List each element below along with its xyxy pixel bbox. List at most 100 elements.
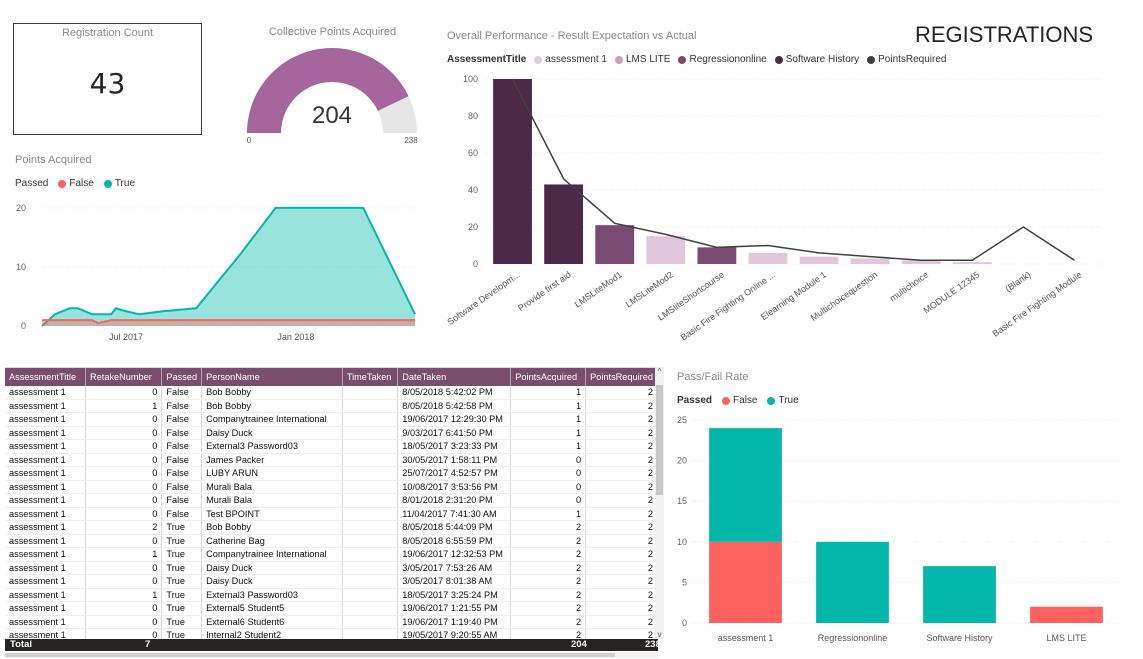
table-row[interactable]: assessment 1 0 False James Packer 30/05/2017… xyxy=(5,453,658,467)
table-cell xyxy=(342,588,399,602)
area-true xyxy=(42,207,415,326)
table-cell: 1 xyxy=(510,386,587,400)
legend-item[interactable]: Software History xyxy=(774,54,860,65)
table-row[interactable]: assessment 1 1 True Companytrainee Internat… xyxy=(5,547,658,562)
table-row[interactable]: assessment 1 0 False Daisy Duck 9/03/2017 6:… xyxy=(5,426,658,440)
table-cell: False xyxy=(161,399,203,413)
legend-item[interactable]: assessment 1 xyxy=(534,54,607,65)
table-cell: True xyxy=(161,588,203,602)
table-cell: 0 xyxy=(510,453,587,467)
table-cell: assessment 1 xyxy=(5,534,87,548)
table-cell: 2 xyxy=(85,520,163,535)
table-row[interactable]: assessment 1 1 True External3 Password03 18/… xyxy=(5,588,658,602)
column-header[interactable]: TimeTaken xyxy=(342,368,399,386)
table-cell: 1 xyxy=(510,399,587,413)
legend-item[interactable]: PointsRequired xyxy=(867,54,946,65)
table-cell: assessment 1 xyxy=(5,574,87,589)
legend-swatch-icon xyxy=(867,55,876,64)
table-header-row: AssessmentTitle RetakeNumber Passed PersonN… xyxy=(5,368,658,386)
collective-points-gauge: 204 0 238 xyxy=(247,48,418,145)
table-cell: 0 xyxy=(85,615,163,629)
table-row[interactable]: assessment 1 0 False Test BPOINT 11/04/2017 … xyxy=(5,507,658,521)
table-row[interactable]: assessment 1 0 True Daisy Duck 3/05/2017 7:5… xyxy=(5,561,658,575)
table-cell xyxy=(342,507,399,521)
legend-item[interactable]: LMS LITE xyxy=(615,54,670,65)
table-row[interactable]: assessment 1 2 True Bob Bobby 8/05/2018 5:44… xyxy=(5,520,658,535)
line-false xyxy=(42,319,415,325)
bar xyxy=(952,262,992,264)
table-cell: Bob Bobby xyxy=(201,386,343,400)
table-cell: True xyxy=(161,520,203,535)
table-cell: assessment 1 xyxy=(5,493,87,508)
total-label: Total xyxy=(10,639,32,650)
table-row[interactable]: assessment 1 0 False Companytrainee Interna… xyxy=(5,412,658,427)
table-cell: assessment 1 xyxy=(5,588,87,602)
horizontal-scrollbar-thumb[interactable] xyxy=(5,653,615,657)
table-cell: 2 xyxy=(510,615,587,629)
x-tick-label: Basic Fire Fighting Online ... xyxy=(679,269,777,342)
x-tick-label: Basic Fire Fighting Module xyxy=(991,269,1084,338)
x-tick-label: LMSLiteMod1 xyxy=(573,269,624,309)
table-row[interactable]: assessment 1 0 False External3 Password03 18… xyxy=(5,439,658,454)
x-tick-label: Software History xyxy=(926,633,993,643)
points-required-line xyxy=(511,78,1075,262)
table-cell: False xyxy=(161,439,203,454)
table-cell: External5 Student5 xyxy=(201,601,343,616)
y-tick-label: 20 xyxy=(16,203,26,213)
table-row[interactable]: assessment 1 0 True Catherine Bag 8/05/2018 … xyxy=(5,534,658,548)
table-row[interactable]: assessment 1 1 False Bob Bobby 8/05/2018 5:4… xyxy=(5,399,658,413)
table-cell xyxy=(342,601,399,616)
scrollbar-thumb[interactable] xyxy=(656,385,663,495)
legend-item-false[interactable]: False xyxy=(722,395,757,406)
legend-item-false[interactable]: False xyxy=(58,178,94,189)
table-cell: True xyxy=(161,534,203,548)
legend-item-true[interactable]: True xyxy=(103,178,135,189)
table-row[interactable]: assessment 1 0 False Bob Bobby 8/05/2018 5:4… xyxy=(5,386,658,400)
horizontal-scrollbar[interactable] xyxy=(5,652,658,658)
column-header[interactable]: PointsRequired xyxy=(585,368,658,386)
table-row[interactable]: assessment 1 0 True Daisy Duck 3/05/2017 8:0… xyxy=(5,574,658,589)
table-cell: 8/05/2018 5:42:58 PM xyxy=(397,399,512,413)
table-cell: assessment 1 xyxy=(5,426,87,440)
table-cell: 1 xyxy=(510,412,587,427)
legend-title: Passed xyxy=(677,395,713,406)
legend-item[interactable]: Regressiononline xyxy=(678,54,767,65)
column-header[interactable]: RetakeNumber xyxy=(85,368,163,386)
table-row[interactable]: assessment 1 0 True External5 Student5 19/06… xyxy=(5,601,658,616)
registrations-table[interactable]: AssessmentTitle RetakeNumber Passed PersonN… xyxy=(5,367,658,652)
column-header[interactable]: Passed xyxy=(161,368,203,386)
table-cell: 2 xyxy=(585,520,658,535)
table-row[interactable]: assessment 1 0 False Murali Bala 8/01/2018 2… xyxy=(5,493,658,508)
table-scrollbar[interactable]: ^ v xyxy=(655,367,664,639)
table-cell: 2 xyxy=(510,588,587,602)
column-header[interactable]: AssessmentTitle xyxy=(5,368,87,386)
column-header[interactable]: DateTaken xyxy=(397,368,512,386)
table-total-row: Total 7 204 238 xyxy=(5,639,661,651)
table-cell: 1 xyxy=(85,399,163,413)
table-cell: Bob Bobby xyxy=(201,399,343,413)
table-row[interactable]: assessment 1 0 False LUBY ARUN 25/07/2017 4:… xyxy=(5,466,658,481)
table-cell: 0 xyxy=(85,426,163,440)
table-cell: 1 xyxy=(510,426,587,440)
table-cell: 0 xyxy=(85,601,163,616)
bar-true xyxy=(709,428,782,542)
table-cell: assessment 1 xyxy=(5,439,87,454)
table-row[interactable]: assessment 1 0 False Murali Bala 10/08/2017 … xyxy=(5,480,658,494)
table-cell: False xyxy=(161,412,203,427)
table-cell xyxy=(342,386,399,400)
table-cell: assessment 1 xyxy=(5,520,87,535)
column-header[interactable]: PointsAcquired xyxy=(510,368,587,386)
table-cell: 19/06/2017 1:21:55 PM xyxy=(397,601,512,616)
table-cell: 2 xyxy=(585,507,658,521)
scroll-down-icon[interactable]: v xyxy=(657,630,662,639)
legend-label: Software History xyxy=(785,54,860,65)
table-cell: 2 xyxy=(585,466,658,481)
scroll-up-icon[interactable]: ^ xyxy=(657,367,662,376)
table-row[interactable]: assessment 1 0 True External6 Student6 19/06… xyxy=(5,615,658,629)
x-tick-label: multichoice xyxy=(888,269,931,303)
legend-item-true[interactable]: True xyxy=(767,395,799,406)
table-cell: 19/06/2017 12:29:30 PM xyxy=(397,412,512,427)
y-tick-label: 60 xyxy=(468,148,478,158)
table-cell: 1 xyxy=(510,507,587,521)
column-header[interactable]: PersonName xyxy=(201,368,343,386)
